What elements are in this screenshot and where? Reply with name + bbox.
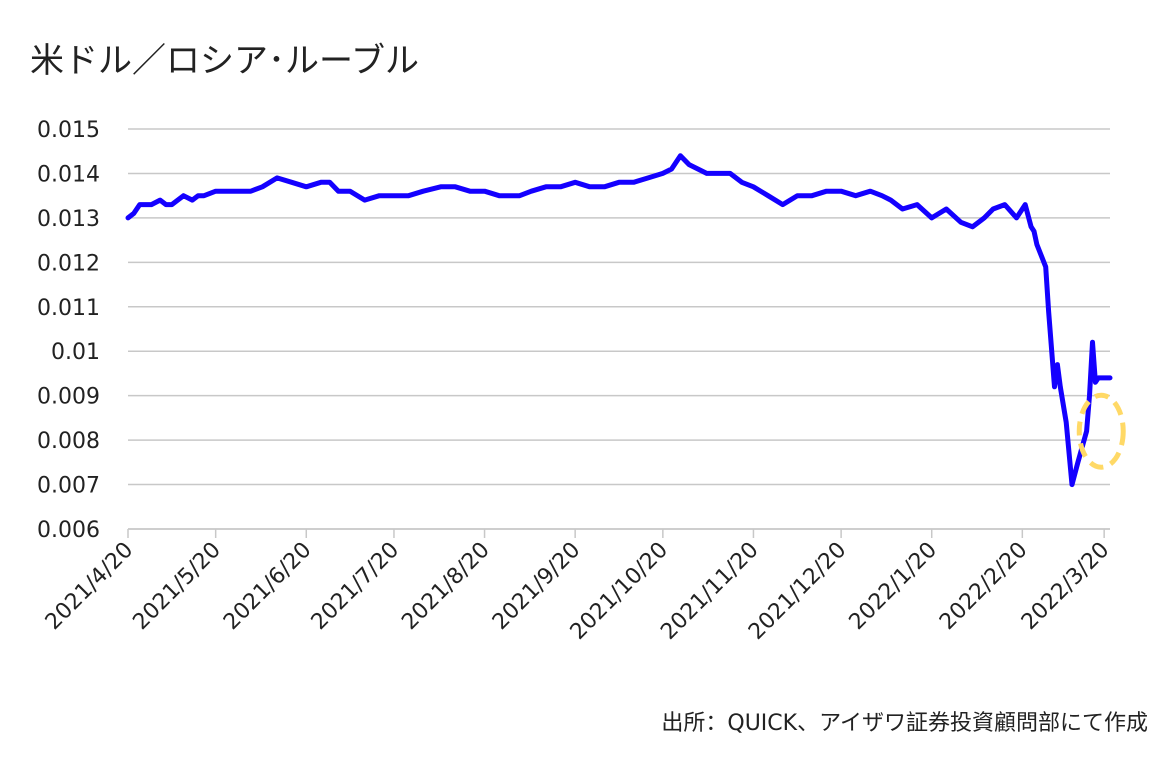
y-axis-ticks: 0.015 0.014 0.013 0.012 0.011 0.01 0.009 0.008 0… — [37, 118, 100, 543]
x-axis: 2021/4/202021/5/202021/6/202021/7/202021… — [41, 528, 1114, 645]
x-tick-label: 2021/6/20 — [219, 538, 316, 635]
y-tick-label: 0.012 — [37, 251, 100, 276]
y-tick-label: 0.015 — [37, 118, 100, 143]
x-tick-label: 2021/8/20 — [397, 538, 494, 635]
chart-title: 米ドル／ロシア･ルーブル — [30, 41, 419, 81]
x-tick-label: 2022/2/20 — [935, 538, 1032, 635]
highlight-ellipse — [1076, 392, 1126, 470]
gridlines — [128, 128, 1110, 530]
y-tick-label: 0.014 — [37, 162, 100, 187]
series-layer — [125, 153, 1113, 488]
y-tick-label: 0.013 — [37, 207, 100, 232]
x-tick-label: 2022/3/20 — [1017, 538, 1114, 635]
y-tick-label: 0.007 — [37, 474, 100, 499]
y-tick-label: 0.01 — [51, 340, 100, 365]
series-line — [125, 153, 1113, 488]
x-tick-label: 2021/4/20 — [41, 538, 138, 635]
annotation-layer — [1076, 392, 1126, 470]
x-tick-label: 2021/5/20 — [128, 538, 225, 635]
y-tick-label: 0.011 — [37, 296, 100, 321]
source-note: 出所：QUICK、アイザワ証券投資顧問部にて作成 — [661, 711, 1148, 736]
x-tick-label: 2021/7/20 — [307, 538, 404, 635]
y-tick-label: 0.008 — [37, 429, 100, 454]
x-tick-label: 2022/1/20 — [845, 538, 942, 635]
y-tick-label: 0.006 — [37, 518, 100, 543]
y-tick-label: 0.009 — [37, 385, 100, 410]
x-tick-label: 2021/9/20 — [488, 538, 585, 635]
